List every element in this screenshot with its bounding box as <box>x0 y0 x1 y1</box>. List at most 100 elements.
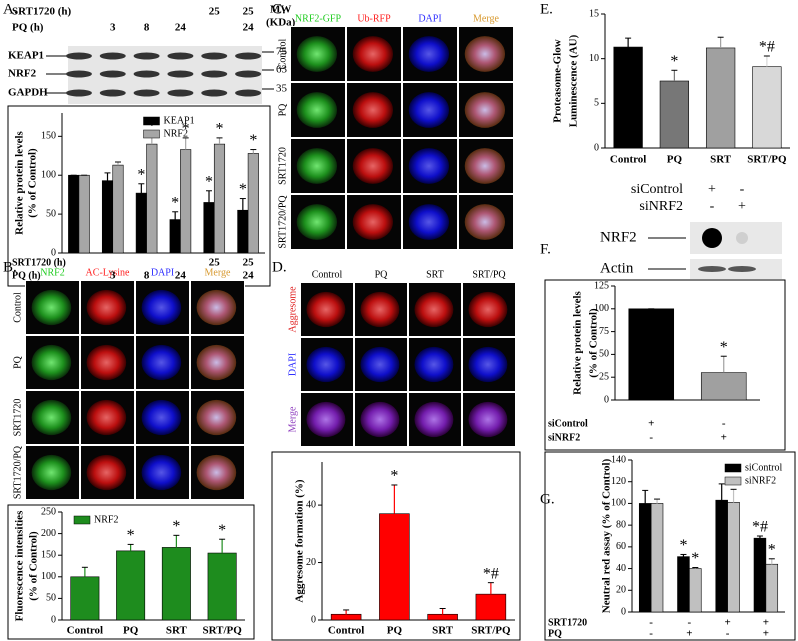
bar <box>752 66 782 149</box>
cell <box>296 36 338 72</box>
y-tick-label: 0 <box>51 247 56 258</box>
row-label: SRT1720 <box>548 617 587 628</box>
cell <box>468 401 508 438</box>
column-header: SRT <box>426 269 444 280</box>
bar <box>68 174 80 254</box>
panel-label: A. <box>3 1 18 17</box>
blot-band <box>698 266 726 272</box>
cell <box>86 454 127 491</box>
blot-band <box>133 70 160 78</box>
bar <box>116 550 146 621</box>
column-header: SRT/PQ <box>472 269 506 280</box>
blot-band <box>65 89 92 97</box>
cell <box>296 204 338 240</box>
cell <box>86 344 127 381</box>
y-tick-label: 100 <box>41 571 56 582</box>
y-tick-label: 125 <box>594 280 609 291</box>
significance: * <box>182 121 190 138</box>
y-axis-label: Neutral red assay (% of Control) <box>601 458 613 613</box>
column-header: PQ <box>375 269 389 280</box>
bar <box>677 556 690 613</box>
blot-band <box>201 52 228 60</box>
bar <box>247 153 259 254</box>
x-tick-label: SRT/PQ <box>202 625 242 637</box>
y-tick-label: 100 <box>41 170 56 181</box>
cell <box>296 148 338 184</box>
row-header: DAPI <box>287 353 298 376</box>
x-tick-label: SRT/PQ <box>471 625 511 637</box>
significance: * <box>137 166 145 183</box>
blot-label: KEAP1 <box>8 50 44 62</box>
blot-band <box>235 70 262 78</box>
y-axis-label: Relative protein levels <box>14 130 26 234</box>
significance: * <box>172 518 180 535</box>
cell <box>408 36 450 72</box>
y-tick-label: 140 <box>611 454 626 465</box>
bar <box>379 513 410 621</box>
legend-swatch <box>73 515 91 525</box>
row-value: 3 <box>110 270 116 282</box>
significance: * <box>239 181 247 198</box>
column-header: Merge <box>205 267 231 278</box>
cell <box>31 454 72 491</box>
x-tick-label: PQ <box>387 625 403 637</box>
bar <box>207 552 237 621</box>
cell <box>414 346 454 383</box>
y-tick-label: 75 <box>599 326 609 337</box>
row-value: + <box>648 418 654 430</box>
y-tick-label: 200 <box>41 528 56 539</box>
cell <box>141 344 182 381</box>
blot-band <box>133 89 160 97</box>
bar <box>705 47 736 149</box>
row-value: 25 <box>209 6 221 18</box>
row-value: - <box>649 617 653 629</box>
x-tick-label: Control <box>67 625 103 637</box>
cell <box>468 346 508 383</box>
panel-label: E. <box>540 1 553 17</box>
chart-frame <box>544 451 796 641</box>
row-label: SRT1720 (h) <box>12 6 72 18</box>
bar <box>203 202 215 254</box>
x-tick-label: Control <box>610 154 646 166</box>
significance: * <box>390 468 398 485</box>
y-tick-label: 0 <box>594 142 599 153</box>
blot-band <box>235 89 262 97</box>
row-value: - <box>688 617 692 629</box>
row-value: 24 <box>243 270 255 282</box>
bar <box>213 143 226 254</box>
cell <box>352 148 394 184</box>
y-tick-label: 40 <box>306 499 316 510</box>
mw-header: (KDa) <box>266 17 296 29</box>
y-tick-label: 150 <box>41 549 56 560</box>
panel-label: B. <box>3 259 17 275</box>
bar <box>659 80 690 149</box>
row-header: PQ <box>12 355 23 369</box>
significance: *# <box>483 565 499 582</box>
cell <box>196 344 237 381</box>
cell <box>306 291 346 328</box>
chart-frame <box>7 504 255 640</box>
row-value: 25 <box>209 257 221 269</box>
blot-label: Actin <box>600 260 634 276</box>
cell <box>86 399 127 436</box>
row-value: - <box>710 199 715 214</box>
bar <box>330 613 362 621</box>
row-label: siControl <box>631 182 683 197</box>
bar <box>78 174 90 254</box>
y-tick-label: 10 <box>589 53 599 64</box>
blot <box>68 46 262 104</box>
row-value: 25 <box>243 257 255 269</box>
legend-swatch <box>724 463 742 473</box>
panel-label: G. <box>540 491 555 507</box>
row-header: SRT1720 <box>12 399 23 437</box>
y-tick-label: 120 <box>611 476 626 487</box>
blot-band <box>235 52 262 60</box>
y-tick-label: 0 <box>604 394 609 405</box>
panel-label: F. <box>540 241 551 257</box>
column-header: DAPI <box>151 267 174 278</box>
y-axis-label: Fluorescence intensities <box>14 510 26 621</box>
cell <box>408 204 450 240</box>
row-label: siControl <box>548 418 588 429</box>
blot-band <box>133 52 160 60</box>
blot-label: NRF2 <box>8 68 37 80</box>
